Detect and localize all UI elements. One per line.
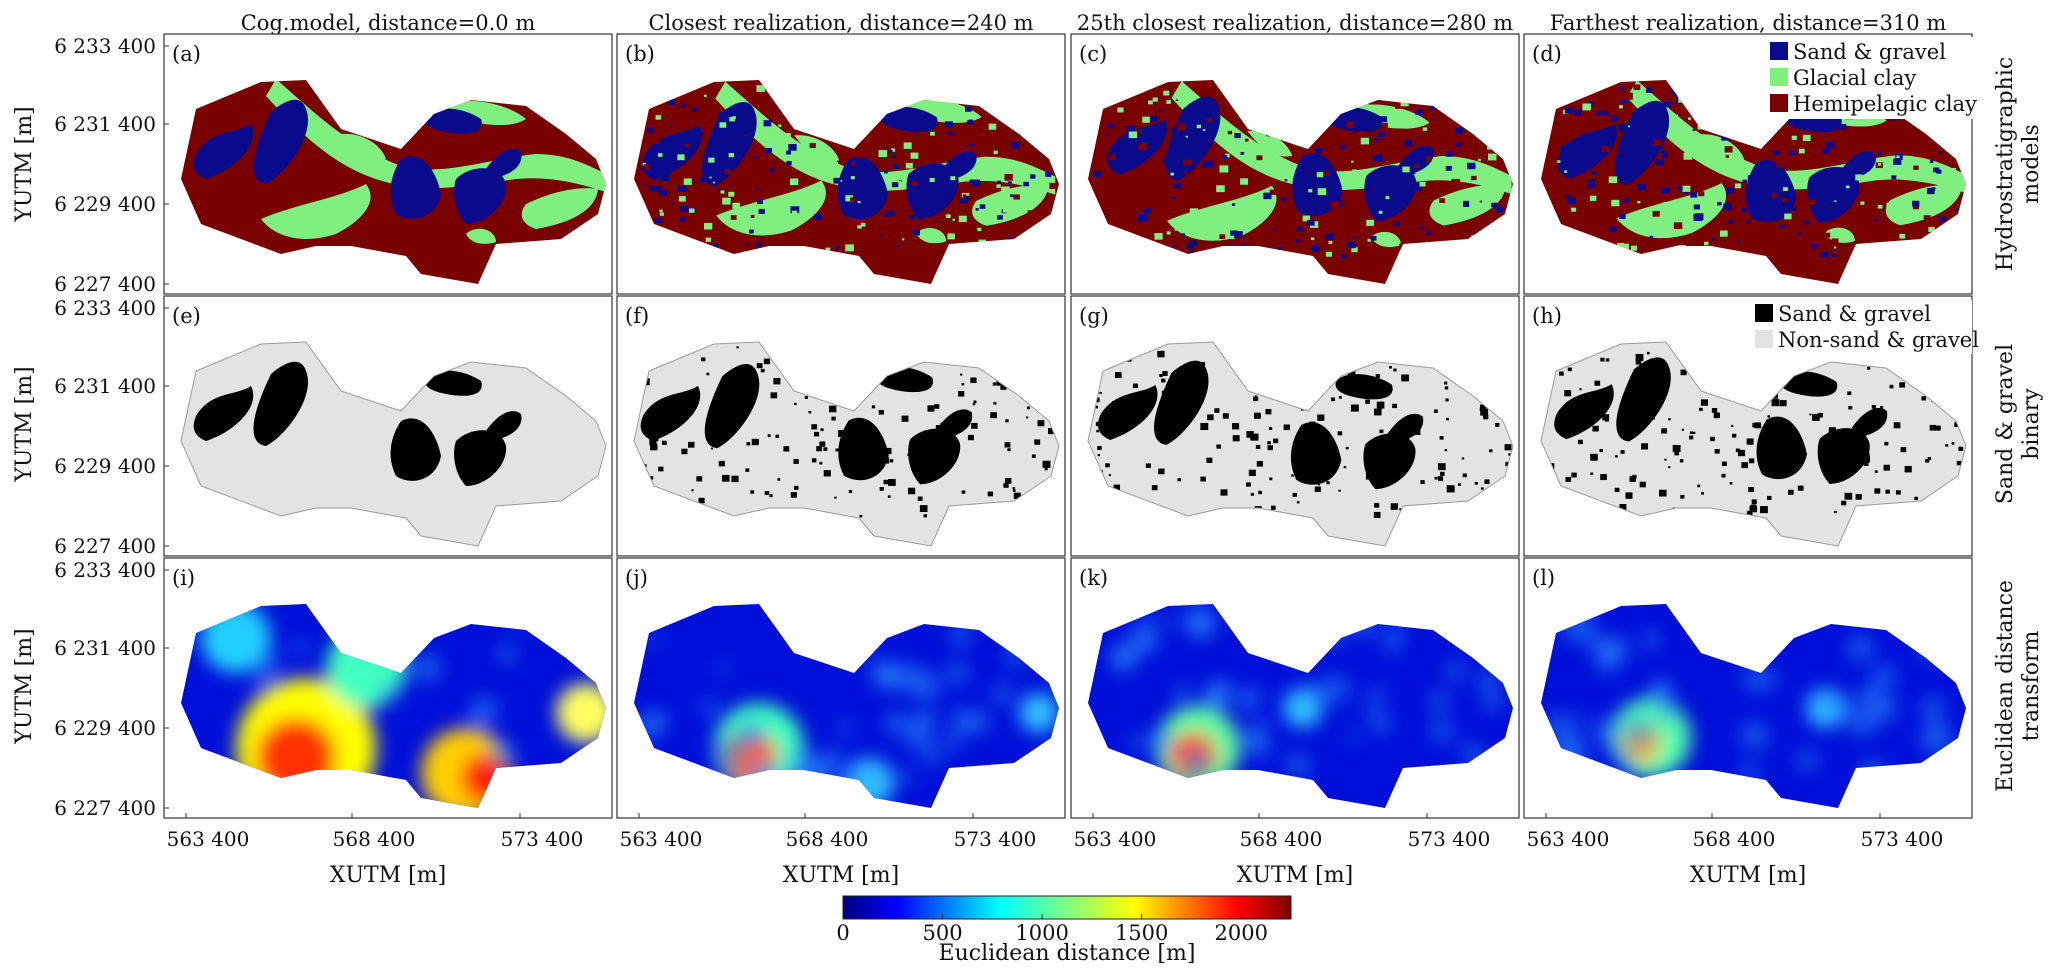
x-tick-label: 568 400 xyxy=(1240,827,1323,851)
y-tick-label: 6 233 400 xyxy=(54,34,156,58)
column-title-1: Cog.model, distance=0.0 m xyxy=(241,11,536,35)
legend-swatch-hemi xyxy=(1770,94,1788,112)
y-tick-label: 6 231 400 xyxy=(54,636,156,660)
row-label-hydro-line-2: models xyxy=(2019,124,2044,204)
row-label-binary-line-1: Sand & gravel xyxy=(1993,344,2018,504)
legend-swatch-glacial xyxy=(1770,68,1788,86)
panel-label-4: (d) xyxy=(1532,42,1562,66)
x-tick-label: 563 400 xyxy=(620,827,703,851)
colorbar-gradient xyxy=(842,895,1292,920)
legend-swatch-binary-sand xyxy=(1755,304,1773,322)
y-tick-label: 6 233 400 xyxy=(54,296,156,320)
colorbar: 0 500 1000 1500 2000 Euclidean distance [m] xyxy=(836,895,1292,966)
panel-6: (f) xyxy=(616,295,1066,557)
x-axis-label-col-2: XUTM [m] xyxy=(783,863,899,888)
legend-label-sand: Sand & gravel xyxy=(1793,40,1946,64)
x-tick-label: 573 400 xyxy=(501,827,584,851)
y-axis-label-row-2: YUTM [m] xyxy=(12,366,37,482)
panel-label-11: (k) xyxy=(1079,566,1108,590)
column-title-2: Closest realization, distance=240 m xyxy=(648,11,1033,35)
y-tick-label: 6 227 400 xyxy=(54,272,156,296)
panel-label-2: (b) xyxy=(625,42,655,66)
row-label-edt-line-2: transform xyxy=(2019,631,2044,742)
y-axis-label-row-3: YUTM [m] xyxy=(12,628,37,744)
legend-label-glacial: Glacial clay xyxy=(1793,66,1916,90)
legend-hydrostratigraphic: Sand & gravel Glacial clay Hemipelagic c… xyxy=(1759,37,1989,119)
panel-label-10: (j) xyxy=(625,566,648,590)
row-label-binary-line-2: binary xyxy=(2019,388,2044,460)
panel-label-3: (c) xyxy=(1079,42,1107,66)
panel-5: (e) 6 233 400 6 231 400 6 229 400 6 227 400 xyxy=(54,295,613,558)
panel-9: (i) 6 233 400 6 231 400 6 229 400 6 227 400 5… xyxy=(54,557,613,851)
x-tick-label: 573 400 xyxy=(1861,827,1944,851)
panel-label-8: (h) xyxy=(1532,304,1562,328)
y-tick-label: 6 231 400 xyxy=(54,374,156,398)
legend-swatch-sand xyxy=(1770,42,1788,60)
x-tick-label: 568 400 xyxy=(333,827,416,851)
panel-10: (j) 563 400 568 400 573 400 xyxy=(616,557,1066,851)
panel-3: (c) xyxy=(1070,33,1520,295)
x-tick-label: 573 400 xyxy=(1408,827,1491,851)
y-tick-label: 6 229 400 xyxy=(54,716,156,740)
panel-12: (l) 563 400 568 400 573 400 xyxy=(1523,557,1973,851)
colorbar-tick-label: 0 xyxy=(836,921,849,945)
legend-label-binary-non: Non-sand & gravel xyxy=(1778,328,1979,352)
legend-label-binary-sand: Sand & gravel xyxy=(1778,302,1931,326)
panel-label-6: (f) xyxy=(625,304,649,328)
panel-2: (b) xyxy=(616,33,1066,295)
panel-label-5: (e) xyxy=(172,304,201,328)
row-label-edt-line-1: Euclidean distance xyxy=(1993,580,2018,792)
panel-label-9: (i) xyxy=(172,566,195,590)
panel-11: (k) 563 400 568 400 573 400 xyxy=(1070,557,1520,851)
colorbar-label: Euclidean distance [m] xyxy=(939,941,1196,966)
panel-1: (a) 6 233 400 6 231 400 6 229 400 6 227 400 xyxy=(54,33,613,296)
column-title-4: Farthest realization, distance=310 m xyxy=(1550,11,1947,35)
y-axis-label-row-1: YUTM [m] xyxy=(12,106,37,222)
legend-swatch-binary-non xyxy=(1755,330,1773,348)
y-tick-label: 6 229 400 xyxy=(54,454,156,478)
x-tick-label: 573 400 xyxy=(954,827,1037,851)
colorbar-tick-label: 1500 xyxy=(1115,921,1168,945)
legend-label-hemi: Hemipelagic clay xyxy=(1793,92,1977,116)
y-tick-label: 6 227 400 xyxy=(54,534,156,558)
x-tick-label: 568 400 xyxy=(786,827,869,851)
x-tick-label: 568 400 xyxy=(1693,827,1776,851)
y-tick-label: 6 227 400 xyxy=(54,796,156,820)
x-tick-label: 563 400 xyxy=(167,827,250,851)
panel-label-7: (g) xyxy=(1079,304,1109,328)
x-axis-label-col-1: XUTM [m] xyxy=(330,863,446,888)
panel-label-12: (l) xyxy=(1532,566,1555,590)
x-axis-label-col-3: XUTM [m] xyxy=(1237,863,1353,888)
x-axis-label-col-4: XUTM [m] xyxy=(1690,863,1806,888)
legend-hydro-background xyxy=(1759,37,1989,119)
panel-7: (g) xyxy=(1070,295,1520,557)
colorbar-tick-label: 1000 xyxy=(1015,921,1068,945)
x-tick-label: 563 400 xyxy=(1074,827,1157,851)
colorbar-tick-label: 500 xyxy=(923,921,963,945)
colorbar-tick-label: 2000 xyxy=(1214,921,1267,945)
y-tick-label: 6 233 400 xyxy=(54,558,156,582)
legend-binary: Sand & gravel Non-sand & gravel xyxy=(1748,300,1979,354)
y-tick-label: 6 229 400 xyxy=(54,192,156,216)
panel-label-1: (a) xyxy=(172,42,201,66)
y-tick-label: 6 231 400 xyxy=(54,112,156,136)
x-tick-label: 563 400 xyxy=(1527,827,1610,851)
legend-binary-background xyxy=(1748,300,1972,354)
row-label-hydro-line-1: Hydrostratigraphic xyxy=(1993,57,2018,271)
column-title-3: 25th closest realization, distance=280 m xyxy=(1077,11,1513,35)
